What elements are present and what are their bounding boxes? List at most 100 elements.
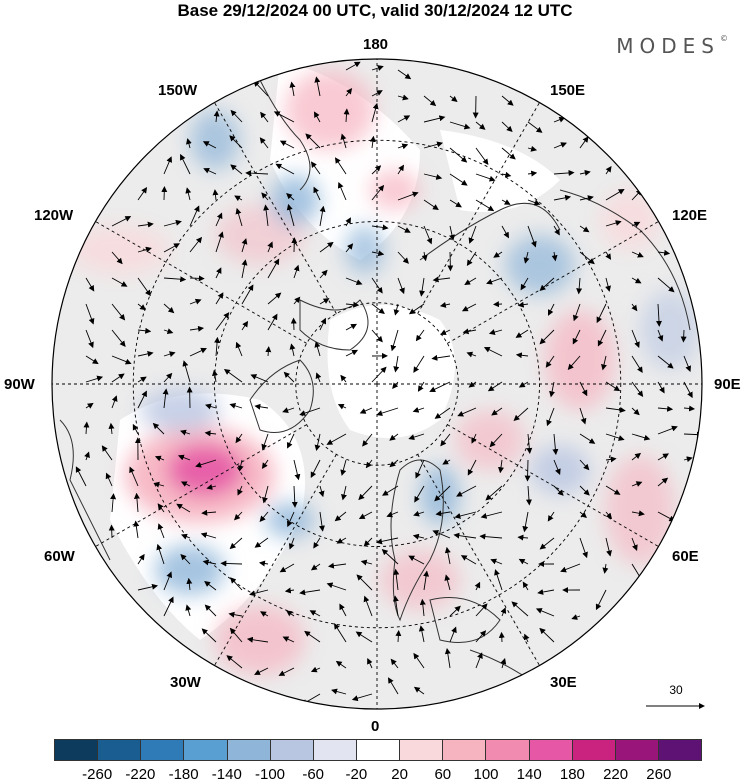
wind-vector [397,143,409,150]
anomaly-positive-far-east [600,190,660,250]
wind-vector [526,433,533,454]
anomaly-positive-africa-west [215,605,305,675]
modes-logo: MODES© [616,34,728,58]
latitude-circle [132,139,622,629]
wind-vector [483,347,503,357]
wind-vector [657,329,664,342]
wind-vector [358,511,373,520]
wind-vector [421,251,428,262]
meridian-line [447,221,659,344]
wind-vector [382,485,399,496]
colorbar-swatch [486,740,530,760]
wind-vector [605,485,621,495]
wind-vector [442,459,451,465]
wind-vector [397,277,405,295]
wind-vector [413,652,425,669]
wind-vector [289,81,296,97]
wind-vector [186,577,193,591]
wind-vector [163,372,173,383]
wind-vector [85,375,104,383]
wind-vector [457,407,477,417]
wind-vector [418,625,425,643]
wind-vector [299,407,321,416]
wind-vector [189,298,202,305]
wind-vector [340,133,347,149]
wind-vector [204,430,217,437]
wind-vector [397,251,409,264]
wind-vector [326,582,347,591]
wind-vector [423,95,437,107]
wind-vector [501,225,509,239]
wind-vector [605,456,617,463]
wind-vector [631,510,645,517]
anomaly-positive-siberia [545,310,615,410]
wind-vector [605,406,626,413]
wind-vector [75,466,87,487]
wind-vector [230,577,243,591]
wind-vector [291,485,298,508]
wind-vector [288,537,295,550]
colorbar-swatch [572,740,616,760]
wind-vector [657,405,674,412]
wind-vector [475,603,488,617]
wind-vector [449,121,471,130]
wind-vector [431,354,451,361]
wind-vector [371,277,383,294]
wind-vector [137,303,147,311]
map-border [51,58,703,710]
wind-vector [319,205,326,227]
anomaly-negative-arctic [345,225,385,275]
wind-vector [286,193,295,201]
wind-vector [579,136,589,149]
colorbar-tick-label: -100 [254,766,286,783]
wind-vector [241,284,254,305]
wind-vector [545,355,555,368]
wind-vector [371,102,379,123]
anomaly-negative-siberia-north [505,235,575,295]
wind-vector [657,277,675,293]
wind-vector [201,509,217,516]
lon-label-60w: 60W [44,548,75,565]
wind-vector [429,381,451,393]
wind-vector [340,459,347,476]
wind-vector [345,301,360,308]
wind-vector [132,423,139,435]
wind-vector [215,267,222,279]
anomaly-positive-urals [455,410,525,470]
wind-vector [163,243,180,253]
wind-vector [397,164,405,175]
wind-vector [245,170,269,177]
wind-vector [137,221,154,228]
wind-vector [657,249,671,256]
wind-vector [212,189,219,201]
wind-vector [397,115,411,123]
wind-vector [111,355,132,365]
wind-vector [237,459,244,472]
wind-vector [241,320,249,331]
wind-vector [265,346,272,357]
wind-vector [336,537,347,544]
wind-vector [235,433,243,444]
wind-vector [111,329,126,347]
colorbar-tick-label: 60 [434,766,452,783]
wind-vector [579,407,587,425]
wind-vector [523,633,530,643]
anomaly-shading [70,70,700,675]
wind-vector [249,589,269,597]
wind-vector [282,407,295,413]
wind-vector [631,221,641,228]
wind-vector [527,225,537,248]
wind-vector [180,429,191,436]
wind-vector [501,199,511,205]
wind-vector [293,264,300,279]
wind-vector [525,485,532,506]
anomaly-positive-pacific [285,70,375,150]
wind-vector [467,459,477,476]
wind-vector [683,355,692,373]
wind-vector [235,341,243,357]
colorbar-swatch [270,740,314,760]
wind-vector [579,537,588,559]
wind-vector [553,194,572,201]
wind-vector [234,511,243,521]
wind-vector [434,485,451,502]
